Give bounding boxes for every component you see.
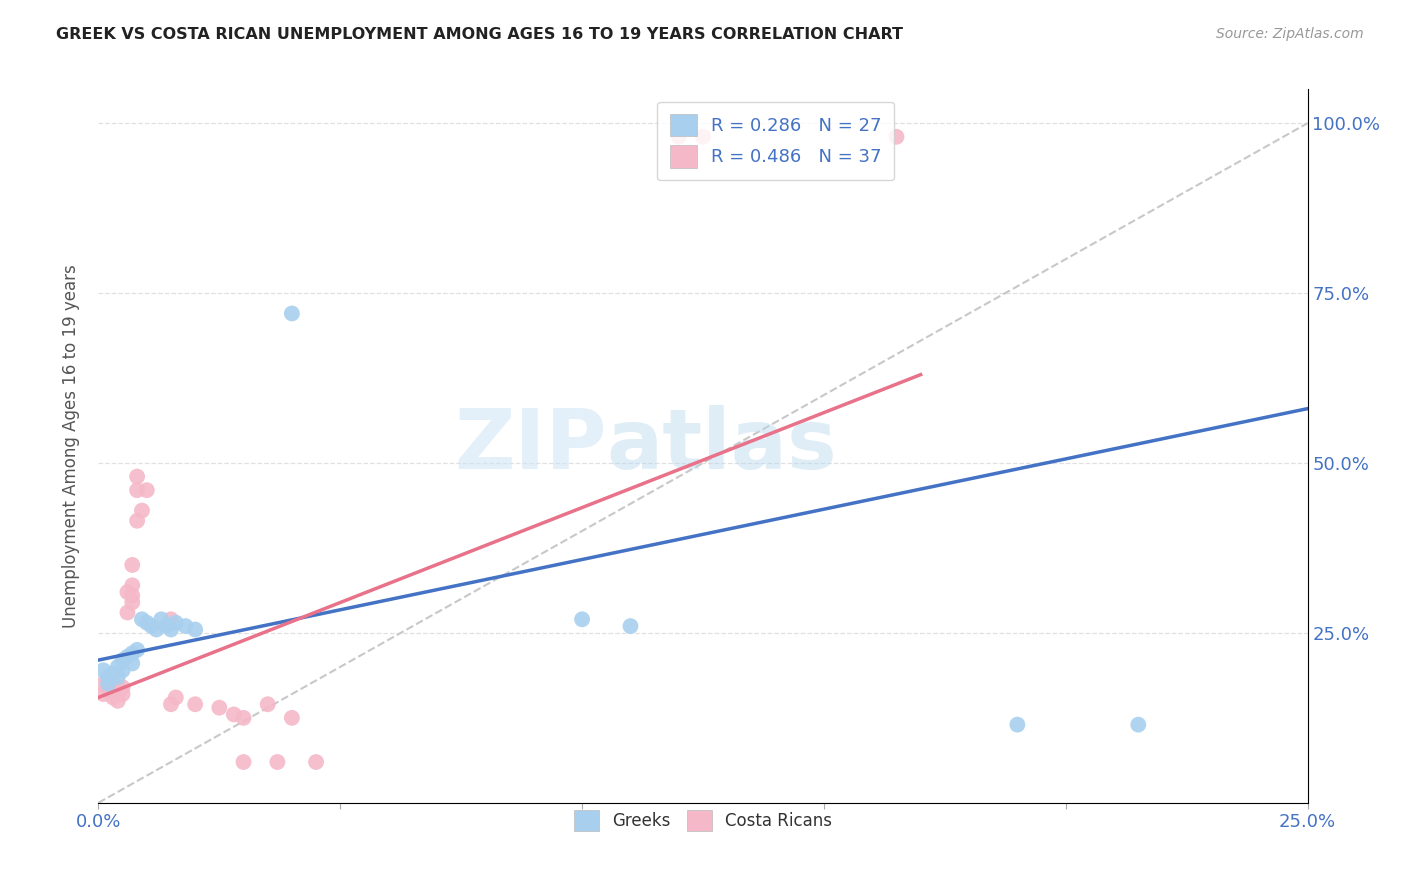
Point [281,711,304,725]
Point [121,657,143,671]
Point [184,623,207,637]
Point [111,680,134,694]
Point [131,612,153,626]
Point [150,612,173,626]
Point [101,683,124,698]
Point [121,646,143,660]
Point [668,129,690,144]
Y-axis label: Unemployment Among Ages 16 to 19 years: Unemployment Among Ages 16 to 19 years [62,264,80,628]
Point [619,619,641,633]
Point [165,615,187,630]
Point [121,558,143,572]
Point [111,653,134,667]
Legend: Greeks, Costa Ricans: Greeks, Costa Ricans [567,804,839,838]
Point [155,619,177,633]
Point [692,129,714,144]
Point [222,707,245,722]
Point [886,129,908,144]
Point [145,623,167,637]
Text: Source: ZipAtlas.com: Source: ZipAtlas.com [1216,27,1364,41]
Point [117,606,139,620]
Point [184,698,207,712]
Point [101,666,124,681]
Point [141,619,163,633]
Point [131,503,153,517]
Point [121,578,143,592]
Point [121,589,143,603]
Text: GREEK VS COSTA RICAN UNEMPLOYMENT AMONG AGES 16 TO 19 YEARS CORRELATION CHART: GREEK VS COSTA RICAN UNEMPLOYMENT AMONG … [56,27,903,42]
Point [117,649,139,664]
Point [127,514,149,528]
Point [101,690,124,705]
Point [232,755,254,769]
Text: ZIP: ZIP [454,406,606,486]
Point [127,469,149,483]
Point [117,585,139,599]
Point [111,687,134,701]
Point [107,670,129,684]
Point [305,755,328,769]
Point [107,694,129,708]
Point [97,680,120,694]
Point [107,660,129,674]
Point [208,700,231,714]
Point [281,306,304,320]
Point [160,612,183,626]
Point [165,690,187,705]
Point [97,673,120,688]
Point [127,643,149,657]
Point [107,680,129,694]
Point [107,687,129,701]
Point [160,698,183,712]
Point [97,670,120,684]
Point [1007,717,1029,731]
Point [232,711,254,725]
Point [1128,717,1150,731]
Point [91,677,114,691]
Point [160,623,183,637]
Point [97,677,120,691]
Point [571,612,593,626]
Point [135,483,157,498]
Point [135,615,157,630]
Point [121,595,143,609]
Point [127,483,149,498]
Point [174,619,197,633]
Point [256,698,278,712]
Point [91,687,114,701]
Point [111,663,134,677]
Text: atlas: atlas [606,406,837,486]
Point [266,755,288,769]
Point [91,663,114,677]
